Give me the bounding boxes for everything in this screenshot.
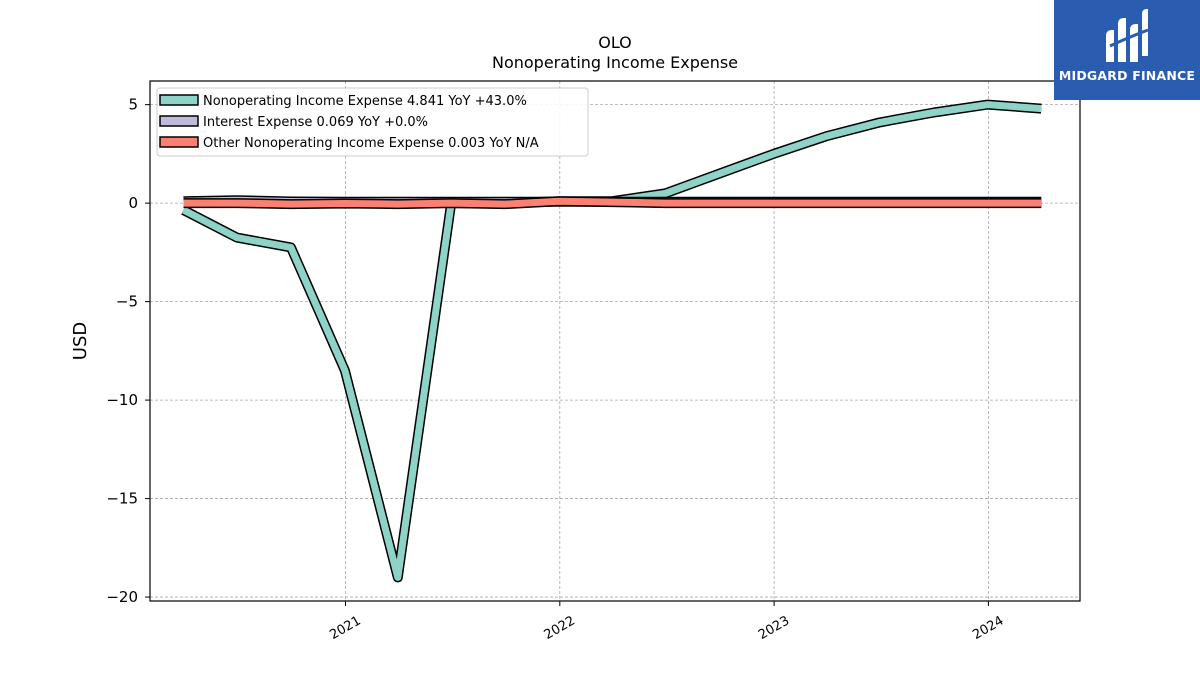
chart-subtitle: Nonoperating Income Expense [492, 53, 738, 72]
legend-swatch [159, 136, 199, 148]
series-nonoperating-income-expense [181, 99, 1042, 583]
x-axis: 2021 2022 2023 2024 [327, 601, 1006, 643]
y-axis: 5 0 −5 −10 −15 −20 [106, 96, 150, 606]
plot-frame [149, 80, 1081, 602]
series-line [181, 101, 1042, 581]
legend-box [156, 87, 589, 157]
logo-mark-icon [1106, 9, 1149, 62]
series-layer [181, 99, 1042, 583]
series-other-nonoperating-income-expense [183, 196, 1042, 210]
x-tick-label: 2023 [756, 613, 792, 643]
series-line [183, 197, 1042, 208]
legend-entry: Interest Expense 0.069 YoY +0.0% [203, 115, 428, 130]
legend-swatch [159, 94, 199, 106]
y-tick-label: 5 [128, 96, 138, 114]
legend-swatch [159, 115, 199, 127]
midgard-finance-logo: MIDGARD FINANCE [1054, 0, 1200, 100]
y-tick-label: 0 [128, 194, 138, 212]
y-tick-label: −5 [116, 293, 138, 311]
y-axis-label: USD [70, 322, 91, 360]
x-tick-label: 2022 [542, 613, 578, 643]
y-tick-label: −20 [106, 588, 138, 606]
y-tick-label: −10 [106, 391, 138, 409]
logo-text: MIDGARD FINANCE [1058, 68, 1196, 83]
legend-entry: Nonoperating Income Expense 4.841 YoY +4… [203, 94, 527, 109]
chart-title: OLO [598, 33, 632, 52]
y-tick-label: −15 [106, 490, 138, 508]
grid [150, 81, 1080, 601]
x-tick-label: 2024 [970, 613, 1006, 643]
legend: Nonoperating Income Expense 4.841 YoY +4… [156, 87, 589, 157]
series-line-outline [181, 99, 1042, 583]
legend-entry: Other Nonoperating Income Expense 0.003 … [203, 136, 539, 151]
x-tick-label: 2021 [327, 613, 363, 643]
